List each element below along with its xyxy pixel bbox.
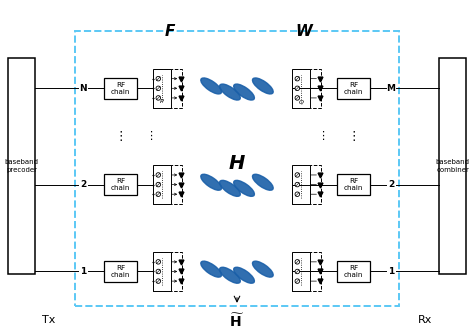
Text: baseband
precoder: baseband precoder <box>4 159 38 173</box>
Circle shape <box>295 182 300 187</box>
Ellipse shape <box>201 174 221 190</box>
Text: RF
chain: RF chain <box>111 82 130 95</box>
Bar <box>337 78 370 99</box>
Ellipse shape <box>234 180 255 196</box>
Ellipse shape <box>253 78 273 94</box>
Circle shape <box>295 96 300 100</box>
Text: baseband
combiner: baseband combiner <box>436 159 470 173</box>
Text: ⋮: ⋮ <box>318 132 328 142</box>
Ellipse shape <box>219 267 240 283</box>
Text: P: P <box>160 100 164 105</box>
Circle shape <box>156 192 161 196</box>
Text: Rx: Rx <box>418 315 432 325</box>
Text: 1: 1 <box>80 267 86 276</box>
Bar <box>292 165 310 204</box>
Bar <box>292 252 310 291</box>
Text: 1: 1 <box>388 267 394 276</box>
Text: RF
chain: RF chain <box>111 178 130 191</box>
Ellipse shape <box>219 180 240 196</box>
Text: RF
chain: RF chain <box>344 178 363 191</box>
Ellipse shape <box>219 84 240 100</box>
Text: Q: Q <box>299 100 303 105</box>
Text: RF
chain: RF chain <box>111 265 130 278</box>
Text: ⋮: ⋮ <box>347 130 360 143</box>
Ellipse shape <box>201 261 221 277</box>
Text: 2: 2 <box>388 180 394 189</box>
Bar <box>153 69 171 108</box>
Bar <box>153 165 171 204</box>
Bar <box>337 261 370 282</box>
Circle shape <box>156 76 161 81</box>
Text: 2: 2 <box>80 180 86 189</box>
Bar <box>153 252 171 291</box>
Circle shape <box>295 260 300 264</box>
Text: W: W <box>296 24 313 39</box>
Text: RF
chain: RF chain <box>344 82 363 95</box>
Text: F: F <box>164 24 175 39</box>
Ellipse shape <box>253 261 273 277</box>
Bar <box>292 252 321 291</box>
Text: $\widetilde{\mathbf{H}}$: $\widetilde{\mathbf{H}}$ <box>229 312 245 330</box>
Bar <box>104 261 137 282</box>
Circle shape <box>156 260 161 264</box>
Circle shape <box>156 182 161 187</box>
Text: RF
chain: RF chain <box>344 265 363 278</box>
Bar <box>439 58 466 274</box>
Circle shape <box>156 173 161 177</box>
Circle shape <box>156 279 161 283</box>
Text: ⋮: ⋮ <box>146 132 156 142</box>
Ellipse shape <box>201 78 221 94</box>
Circle shape <box>295 86 300 91</box>
Bar <box>75 31 399 306</box>
Bar <box>292 165 321 204</box>
Circle shape <box>156 269 161 274</box>
Ellipse shape <box>253 174 273 190</box>
Bar <box>8 58 35 274</box>
Bar <box>104 78 137 99</box>
Text: ⋮: ⋮ <box>114 130 127 143</box>
Text: N: N <box>79 84 87 93</box>
Circle shape <box>295 173 300 177</box>
Circle shape <box>295 279 300 283</box>
Bar <box>292 69 310 108</box>
Bar <box>292 69 321 108</box>
Circle shape <box>156 86 161 91</box>
Text: H: H <box>229 154 245 173</box>
Bar <box>153 252 182 291</box>
Ellipse shape <box>234 267 255 283</box>
Ellipse shape <box>234 84 255 100</box>
Text: M: M <box>387 84 396 93</box>
Bar <box>104 174 137 195</box>
Text: Tx: Tx <box>43 315 56 325</box>
Bar <box>337 174 370 195</box>
Circle shape <box>295 192 300 196</box>
Circle shape <box>295 76 300 81</box>
Circle shape <box>295 269 300 274</box>
Bar <box>153 69 182 108</box>
Circle shape <box>156 96 161 100</box>
Bar <box>153 165 182 204</box>
